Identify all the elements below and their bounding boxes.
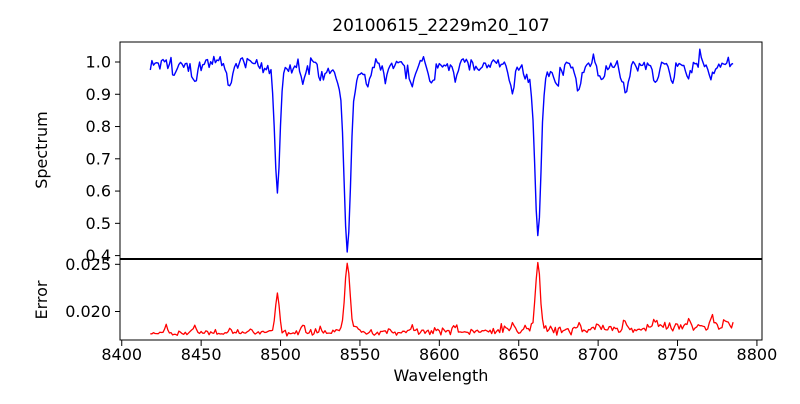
x-tick-label: 8650 [498,345,539,364]
x-tick-label: 8750 [657,345,698,364]
spectrum-y-tick-label: 0.7 [86,149,111,168]
x-tick-label: 8800 [737,345,778,364]
spectrum-y-tick-label: 0.8 [86,117,111,136]
x-tick-label: 8700 [578,345,619,364]
spectrum-axes-frame [119,41,763,259]
error-y-tick-label: 0.025 [65,255,111,274]
spectrum-y-axis-label: Spectrum [32,111,51,189]
error-plot-area: 0.020 0.025 8400 8450 8500 8550 8600 8650 8700 87… [65,255,777,364]
x-tick-label: 8500 [260,345,301,364]
error-y-tick-label: 0.020 [65,302,111,321]
spectrum-y-tick-label: 0.5 [86,214,111,233]
error-line [150,261,734,337]
x-tick-label: 8450 [181,345,222,364]
error-y-axis-label: Error [32,280,51,319]
error-axes-frame [119,259,763,341]
spectrum-y-tick-label: 0.6 [86,182,111,201]
x-tick-label: 8600 [419,345,460,364]
spectrum-plot-area: 0.4 0.5 0.6 0.7 0.8 0.9 1.0 [86,41,763,265]
spectrum-y-tick-label: 1.0 [86,53,111,72]
x-axis-label: Wavelength [394,366,489,385]
spectrum-line [149,48,734,253]
chart-title: 20100615_2229m20_107 [332,16,549,36]
x-tick-label: 8550 [340,345,381,364]
spectrum-y-tick-label: 0.4 [86,246,111,265]
spectrum-y-tick-label: 0.9 [86,85,111,104]
x-tick-label: 8400 [101,345,142,364]
